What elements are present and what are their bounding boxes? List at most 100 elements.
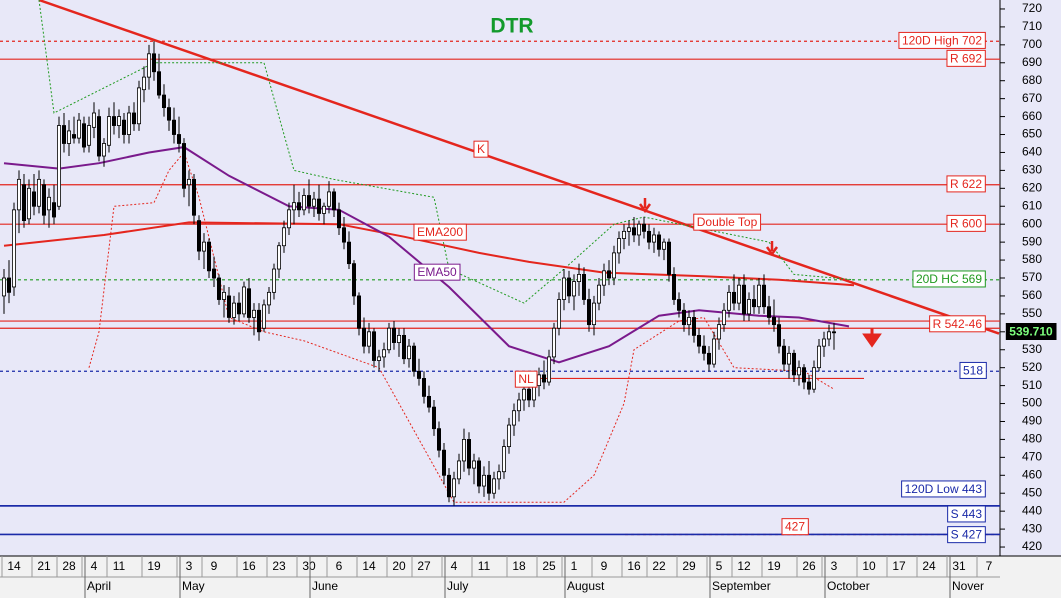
chart-title: DTR xyxy=(490,15,533,38)
candle-body xyxy=(712,338,717,365)
candle-body xyxy=(77,119,82,139)
candle-body xyxy=(406,345,411,360)
candle-body xyxy=(122,119,127,135)
candle-body xyxy=(117,116,122,126)
y-tick-label: 500 xyxy=(1022,396,1042,410)
candle-body xyxy=(191,178,196,216)
candle-body xyxy=(672,274,677,300)
candle-body xyxy=(306,195,311,207)
level-label: 427 xyxy=(785,520,805,534)
label-box xyxy=(514,370,538,388)
y-axis-background xyxy=(1000,0,1061,556)
candle-body xyxy=(777,324,782,347)
candle-body xyxy=(316,198,321,214)
month-label: June xyxy=(312,579,338,593)
candle-body xyxy=(431,406,436,430)
candle-body xyxy=(386,327,391,351)
x-tick-label: 4 xyxy=(451,559,458,573)
candle-body xyxy=(261,304,266,329)
x-tick-label: 26 xyxy=(802,559,816,573)
candle-body xyxy=(617,238,622,254)
level-label: 20D HC 569 xyxy=(916,272,982,286)
x-tick-label: 29 xyxy=(682,559,696,573)
x-tick-label: 20 xyxy=(392,559,406,573)
candle-body xyxy=(567,277,572,297)
candle-body xyxy=(827,331,832,340)
candle-body xyxy=(226,295,231,318)
label-box xyxy=(947,505,986,523)
y-tick-label: 650 xyxy=(1022,127,1042,141)
month-label: May xyxy=(182,579,205,593)
x-tick-label: 14 xyxy=(362,559,376,573)
candle-body xyxy=(321,205,326,214)
candle-body xyxy=(181,143,186,189)
candle-body xyxy=(532,385,537,401)
candle-body xyxy=(461,439,466,462)
candle-body xyxy=(597,284,602,304)
x-tick-label: 6 xyxy=(336,559,343,573)
month-label: July xyxy=(447,579,468,593)
candle-body xyxy=(476,460,481,487)
candle-body xyxy=(376,356,381,361)
x-tick-label: 10 xyxy=(862,559,876,573)
channel-line xyxy=(38,0,855,304)
candle-body xyxy=(156,71,161,96)
candle-body xyxy=(196,220,201,252)
candle-body xyxy=(692,317,697,336)
y-tick-label: 470 xyxy=(1022,450,1042,464)
candle-body xyxy=(82,123,87,148)
x-tick-label: 11 xyxy=(478,559,491,573)
candle-body xyxy=(506,424,511,447)
candle-body xyxy=(271,268,276,293)
label-box xyxy=(947,526,986,544)
candle-body xyxy=(667,241,672,275)
y-tick-label: 640 xyxy=(1022,145,1042,159)
y-tick-label: 510 xyxy=(1022,378,1042,392)
candle-body xyxy=(42,184,47,216)
candle-body xyxy=(426,395,431,408)
candle-body xyxy=(161,94,166,109)
candle-body xyxy=(822,338,827,347)
y-tick-label: 570 xyxy=(1022,270,1042,284)
candle-body xyxy=(62,125,67,144)
candle-body xyxy=(11,209,16,288)
x-tick-label: 12 xyxy=(737,559,751,573)
candle-body xyxy=(807,381,812,390)
candle-body xyxy=(97,116,102,157)
y-tick-label: 480 xyxy=(1022,432,1042,446)
candle-body xyxy=(131,112,136,125)
candle-body xyxy=(246,288,251,318)
candle-body xyxy=(186,178,191,186)
label-box xyxy=(946,214,986,232)
candle-body xyxy=(587,299,592,326)
candle-body xyxy=(421,378,426,397)
candle-body xyxy=(251,309,256,318)
candle-body xyxy=(166,107,171,121)
candle-body xyxy=(356,295,361,329)
label-box xyxy=(1005,322,1057,340)
y-tick-label: 580 xyxy=(1022,252,1042,266)
candle-body xyxy=(757,284,762,308)
candle-body xyxy=(266,291,271,306)
candle-body xyxy=(552,327,557,358)
candle-body xyxy=(647,230,652,243)
candle-body xyxy=(301,195,306,211)
candle-body xyxy=(762,284,767,308)
candle-body xyxy=(496,471,501,480)
label-box xyxy=(898,31,986,49)
candle-body xyxy=(722,309,727,326)
candle-body xyxy=(416,370,421,379)
moving-average xyxy=(3,221,855,287)
y-tick-label: 560 xyxy=(1022,288,1042,302)
last-price: 539.710 xyxy=(1009,324,1053,338)
candle-body xyxy=(146,53,151,78)
candle-body xyxy=(32,191,37,207)
candle-body xyxy=(141,76,146,91)
candle-body xyxy=(562,277,567,300)
candle-body xyxy=(16,178,21,211)
candle-body xyxy=(707,352,712,365)
candle-body xyxy=(727,291,732,311)
x-tick-label: 4 xyxy=(91,559,98,573)
y-tick-label: 460 xyxy=(1022,467,1042,481)
level-label: S 427 xyxy=(951,528,983,542)
